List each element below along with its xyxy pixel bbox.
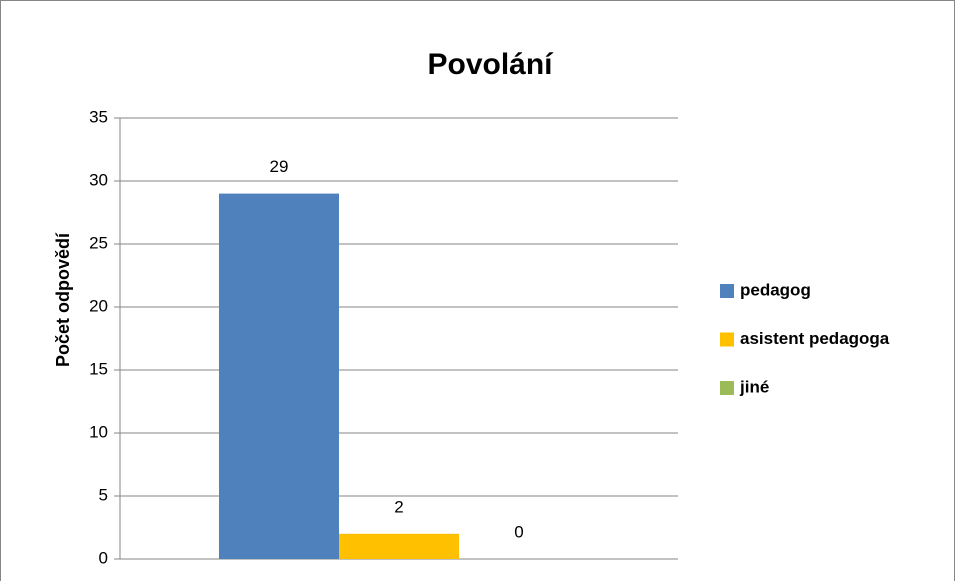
y-axis-label: Počet odpovědí — [53, 232, 73, 367]
chart-title: Povolání — [427, 48, 554, 81]
legend-label: asistent pedagoga — [740, 329, 890, 348]
y-tick-label: 0 — [99, 548, 108, 567]
data-label: 2 — [394, 497, 403, 516]
data-label: 29 — [270, 157, 289, 176]
y-tick-label: 20 — [89, 296, 108, 315]
y-tick-label: 5 — [99, 485, 108, 504]
data-label: 0 — [514, 522, 523, 541]
bar — [219, 193, 339, 559]
legend-swatch — [720, 284, 734, 298]
y-tick-label: 15 — [89, 359, 108, 378]
y-tick-label: 35 — [89, 107, 108, 126]
y-tick-label: 10 — [89, 422, 108, 441]
legend-label: jiné — [739, 377, 769, 396]
legend-swatch — [720, 381, 734, 395]
y-tick-label: 30 — [89, 170, 108, 189]
legend-label: pedagog — [740, 280, 811, 299]
y-tick-label: 25 — [89, 233, 108, 252]
bar — [339, 533, 459, 559]
legend-swatch — [720, 332, 734, 347]
